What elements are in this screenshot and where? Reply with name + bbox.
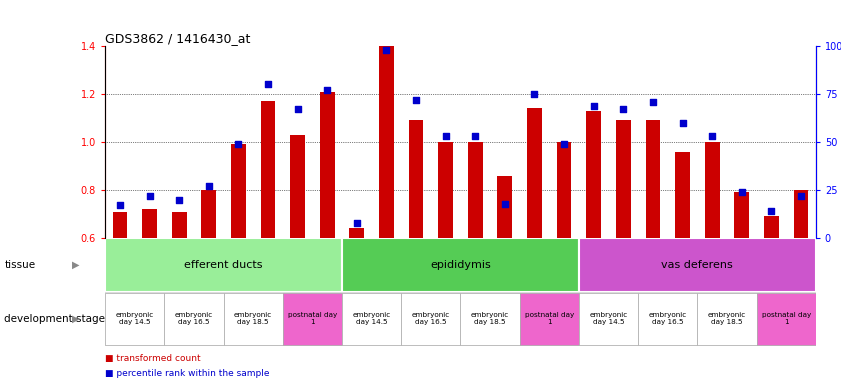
- Point: [114, 202, 127, 209]
- Bar: [283, 293, 342, 344]
- Point: [676, 120, 690, 126]
- Point: [172, 197, 186, 203]
- Point: [291, 106, 304, 113]
- Bar: [461, 293, 520, 344]
- Bar: [579, 293, 638, 344]
- Text: embryonic
day 18.5: embryonic day 18.5: [471, 312, 509, 325]
- Bar: [675, 152, 690, 238]
- Point: [350, 220, 363, 226]
- Point: [231, 141, 245, 147]
- Point: [143, 193, 156, 199]
- Text: postnatal day
1: postnatal day 1: [525, 312, 574, 325]
- Bar: [794, 190, 808, 238]
- Bar: [224, 293, 283, 344]
- Text: epididymis: epididymis: [430, 260, 491, 270]
- Bar: [401, 293, 461, 344]
- Text: postnatal day
1: postnatal day 1: [762, 312, 811, 325]
- Point: [379, 47, 393, 53]
- Bar: [646, 121, 660, 238]
- Bar: [527, 109, 542, 238]
- Bar: [697, 293, 757, 344]
- Bar: [520, 293, 579, 344]
- Bar: [379, 46, 394, 238]
- Text: embryonic
day 18.5: embryonic day 18.5: [234, 312, 272, 325]
- Point: [528, 91, 542, 97]
- Point: [706, 133, 719, 139]
- Text: embryonic
day 16.5: embryonic day 16.5: [175, 312, 213, 325]
- Bar: [142, 209, 157, 238]
- Text: ■ percentile rank within the sample: ■ percentile rank within the sample: [105, 369, 270, 378]
- Point: [262, 81, 275, 88]
- Bar: [290, 135, 305, 238]
- Bar: [349, 228, 364, 238]
- Bar: [342, 238, 579, 292]
- Bar: [616, 121, 631, 238]
- Bar: [764, 217, 779, 238]
- Point: [646, 99, 659, 105]
- Text: development stage: development stage: [4, 314, 105, 324]
- Point: [794, 193, 807, 199]
- Bar: [734, 192, 749, 238]
- Bar: [201, 190, 216, 238]
- Bar: [172, 212, 187, 238]
- Text: tissue: tissue: [4, 260, 35, 270]
- Point: [616, 106, 630, 113]
- Bar: [261, 101, 275, 238]
- Point: [764, 208, 778, 214]
- Bar: [705, 142, 720, 238]
- Point: [587, 103, 600, 109]
- Bar: [638, 293, 697, 344]
- Point: [498, 200, 511, 207]
- Bar: [557, 142, 572, 238]
- Bar: [342, 293, 401, 344]
- Text: vas deferens: vas deferens: [662, 260, 733, 270]
- Text: postnatal day
1: postnatal day 1: [288, 312, 337, 325]
- Text: embryonic
day 18.5: embryonic day 18.5: [708, 312, 746, 325]
- Bar: [164, 293, 224, 344]
- Text: embryonic
day 16.5: embryonic day 16.5: [412, 312, 450, 325]
- Bar: [231, 144, 246, 238]
- Bar: [468, 142, 483, 238]
- Point: [320, 87, 334, 93]
- Bar: [409, 121, 423, 238]
- Point: [410, 97, 423, 103]
- Text: embryonic
day 14.5: embryonic day 14.5: [115, 312, 154, 325]
- Bar: [438, 142, 453, 238]
- Bar: [320, 92, 335, 238]
- Text: ▶: ▶: [72, 260, 79, 270]
- Text: ■ transformed count: ■ transformed count: [105, 354, 201, 363]
- Text: ▶: ▶: [72, 314, 79, 324]
- Bar: [498, 176, 512, 238]
- Bar: [757, 293, 816, 344]
- Point: [439, 133, 452, 139]
- Point: [735, 189, 748, 195]
- Text: embryonic
day 14.5: embryonic day 14.5: [590, 312, 627, 325]
- Text: embryonic
day 16.5: embryonic day 16.5: [648, 312, 687, 325]
- Point: [558, 141, 571, 147]
- Bar: [579, 238, 816, 292]
- Bar: [105, 293, 164, 344]
- Bar: [105, 238, 342, 292]
- Point: [468, 133, 482, 139]
- Point: [202, 183, 215, 189]
- Text: embryonic
day 14.5: embryonic day 14.5: [352, 312, 391, 325]
- Bar: [586, 111, 601, 238]
- Text: GDS3862 / 1416430_at: GDS3862 / 1416430_at: [105, 32, 251, 45]
- Text: efferent ducts: efferent ducts: [184, 260, 263, 270]
- Bar: [113, 212, 127, 238]
